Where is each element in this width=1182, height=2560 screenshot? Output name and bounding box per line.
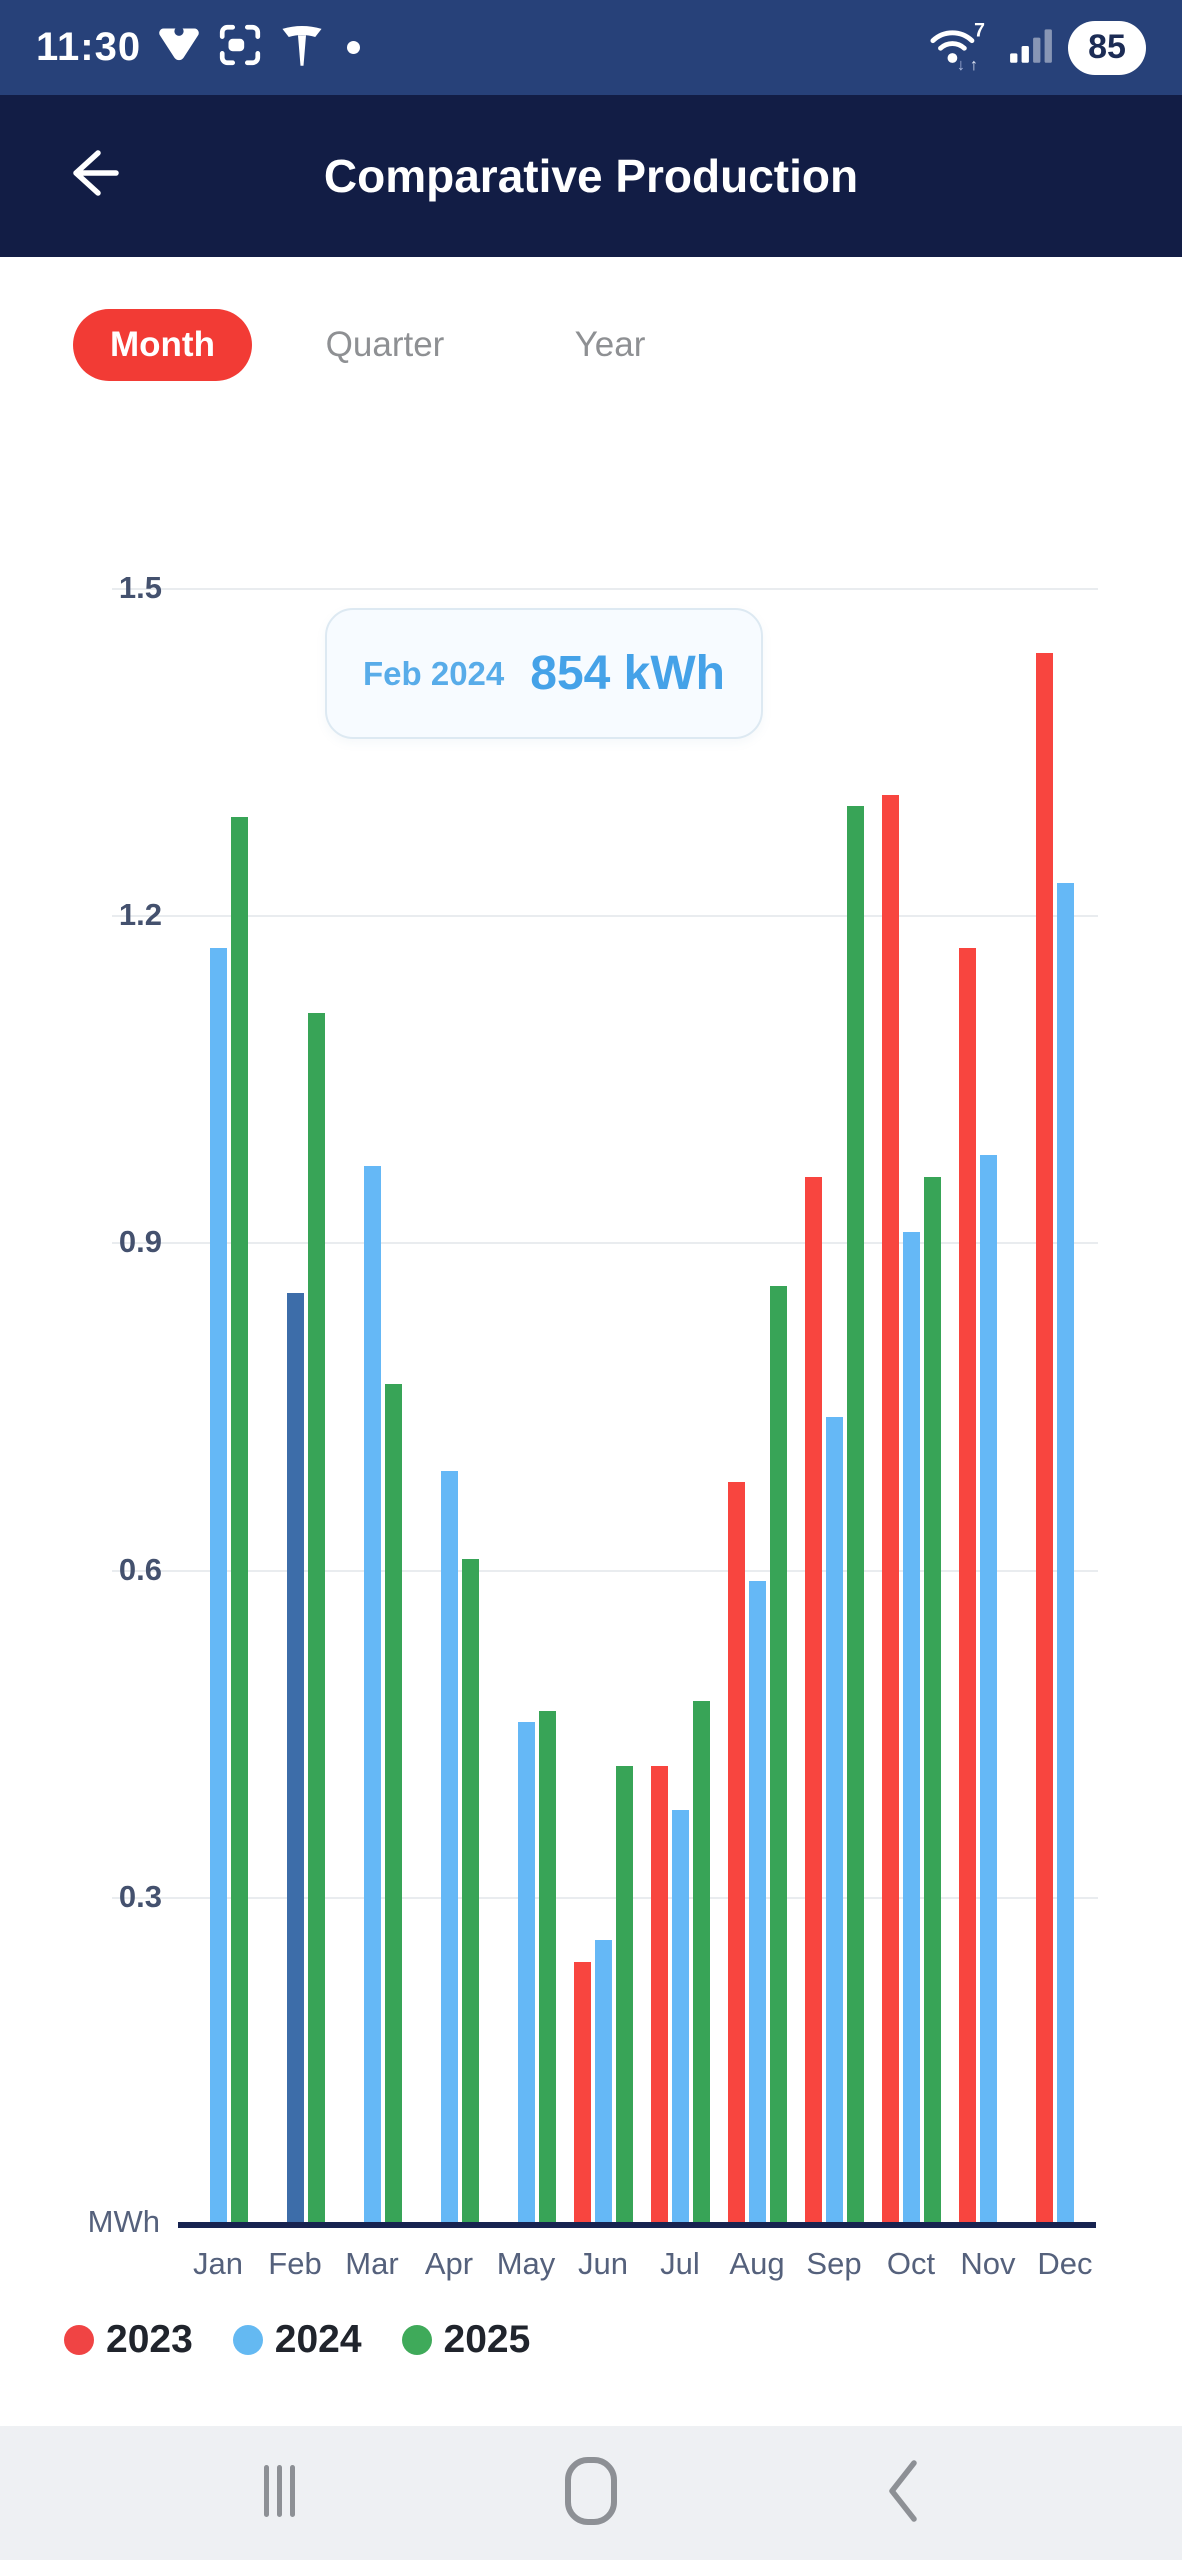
bar-2024-oct[interactable] bbox=[902, 1231, 920, 2224]
bar-2023-jun[interactable] bbox=[573, 1962, 591, 2224]
bar-2025-mar[interactable] bbox=[384, 1384, 402, 2224]
back-arrow-icon bbox=[60, 141, 124, 210]
page-title: Comparative Production bbox=[323, 150, 859, 202]
legend-dot bbox=[232, 2325, 263, 2355]
back-button[interactable] bbox=[56, 135, 128, 215]
tab-quarter[interactable]: Quarter bbox=[325, 325, 445, 364]
period-tabs: Month Quarter Year bbox=[0, 305, 1182, 391]
legend-item-2023[interactable]: 2023 bbox=[64, 2318, 193, 2362]
home-icon bbox=[560, 2454, 622, 2533]
legend-dot bbox=[401, 2325, 432, 2355]
tab-month[interactable]: Month bbox=[73, 309, 252, 381]
notification-dot bbox=[347, 41, 361, 54]
signal-icon bbox=[1008, 23, 1054, 72]
clock: 11:30 bbox=[36, 25, 142, 69]
back-nav-button[interactable] bbox=[862, 2448, 942, 2538]
gridline bbox=[112, 587, 1098, 590]
legend-item-2025[interactable]: 2025 bbox=[401, 2318, 531, 2362]
bar-2023-oct[interactable] bbox=[881, 795, 899, 2224]
recents-button[interactable] bbox=[240, 2448, 320, 2538]
x-axis-label: Feb bbox=[268, 2246, 322, 2281]
tab-year[interactable]: Year bbox=[574, 325, 646, 364]
bar-2024-jul[interactable] bbox=[671, 1809, 689, 2224]
status-bar: 11:30 bbox=[0, 0, 1182, 95]
legend-label: 2023 bbox=[106, 2318, 193, 2361]
x-axis-label: Apr bbox=[424, 2246, 474, 2281]
bar-2024-jan[interactable] bbox=[209, 947, 227, 2224]
bar-2023-sep[interactable] bbox=[804, 1177, 822, 2224]
bar-2025-may[interactable] bbox=[538, 1711, 556, 2224]
bar-2024-feb[interactable] bbox=[286, 1292, 304, 2224]
legend-label: 2024 bbox=[274, 2318, 362, 2361]
gridline bbox=[112, 1569, 1098, 1572]
y-axis-tick: 0.3 bbox=[118, 1878, 162, 1914]
x-axis-label: Mar bbox=[345, 2246, 399, 2281]
bar-2025-apr[interactable] bbox=[461, 1558, 479, 2224]
legend-item-2024[interactable]: 2024 bbox=[232, 2318, 362, 2362]
vpn-icon bbox=[157, 23, 201, 72]
x-axis-label: Sep bbox=[806, 2246, 862, 2281]
legend-dot bbox=[64, 2325, 94, 2355]
bar-2023-dec[interactable] bbox=[1035, 653, 1053, 2224]
y-axis-unit-label: MWh bbox=[87, 2204, 160, 2239]
bar-2025-jun[interactable] bbox=[615, 1765, 633, 2224]
home-button[interactable] bbox=[551, 2448, 631, 2538]
bar-2023-nov[interactable] bbox=[958, 947, 976, 2224]
bar-2024-may[interactable] bbox=[517, 1722, 535, 2224]
y-axis-tick: 0.9 bbox=[118, 1224, 162, 1260]
tesla-icon bbox=[279, 22, 325, 73]
bar-2025-jul[interactable] bbox=[692, 1700, 710, 2224]
screen-capture-icon bbox=[217, 22, 263, 73]
y-axis-tick: 1.5 bbox=[118, 569, 162, 605]
wifi-icon: 7 ↓ ↑ bbox=[926, 19, 994, 76]
bar-2024-nov[interactable] bbox=[979, 1155, 997, 2224]
battery-indicator: 85 bbox=[1068, 20, 1146, 75]
x-axis-label: Jan bbox=[193, 2246, 243, 2281]
x-axis-label: May bbox=[496, 2246, 556, 2281]
y-axis-tick: 0.6 bbox=[118, 1551, 162, 1587]
legend-label: 2025 bbox=[443, 2318, 531, 2361]
gridline bbox=[112, 915, 1098, 918]
gridline bbox=[112, 1242, 1098, 1245]
recents-icon bbox=[250, 2461, 310, 2526]
bar-2024-apr[interactable] bbox=[440, 1471, 458, 2224]
bar-2025-jan[interactable] bbox=[230, 817, 248, 2224]
bar-2024-mar[interactable] bbox=[363, 1166, 381, 2224]
y-axis-tick: 1.2 bbox=[118, 897, 162, 933]
app-header: Comparative Production bbox=[0, 95, 1182, 257]
x-axis-label: Jul bbox=[660, 2246, 700, 2281]
gridline bbox=[112, 1896, 1098, 1899]
bar-2024-sep[interactable] bbox=[825, 1416, 843, 2224]
back-chevron-icon bbox=[880, 2457, 924, 2530]
bar-2024-dec[interactable] bbox=[1056, 882, 1074, 2224]
android-nav-bar bbox=[0, 2426, 1182, 2560]
x-axis-label: Oct bbox=[886, 2246, 936, 2281]
x-axis-label: Dec bbox=[1037, 2246, 1093, 2281]
x-axis-label: Aug bbox=[729, 2246, 785, 2281]
x-axis-label: Nov bbox=[960, 2246, 1016, 2281]
chart-legend: 2023 2024 2025 bbox=[64, 2308, 530, 2372]
chart-tooltip: Feb 2024 854 kWh bbox=[325, 608, 763, 739]
bar-2025-sep[interactable] bbox=[846, 806, 864, 2224]
svg-text:↓: ↓ bbox=[957, 56, 965, 71]
tooltip-value: 854 kWh bbox=[530, 647, 725, 700]
bar-2024-aug[interactable] bbox=[748, 1580, 766, 2224]
svg-text:7: 7 bbox=[974, 19, 985, 41]
bar-2025-feb[interactable] bbox=[307, 1013, 325, 2224]
bar-2025-aug[interactable] bbox=[769, 1286, 787, 2224]
bar-2023-jul[interactable] bbox=[650, 1765, 668, 2224]
svg-text:↑: ↑ bbox=[970, 56, 978, 71]
bar-2024-jun[interactable] bbox=[594, 1940, 612, 2224]
bar-2025-oct[interactable] bbox=[923, 1177, 941, 2224]
tooltip-period: Feb 2024 bbox=[363, 654, 505, 692]
x-axis-label: Jun bbox=[578, 2246, 628, 2281]
bar-2023-aug[interactable] bbox=[727, 1482, 745, 2224]
